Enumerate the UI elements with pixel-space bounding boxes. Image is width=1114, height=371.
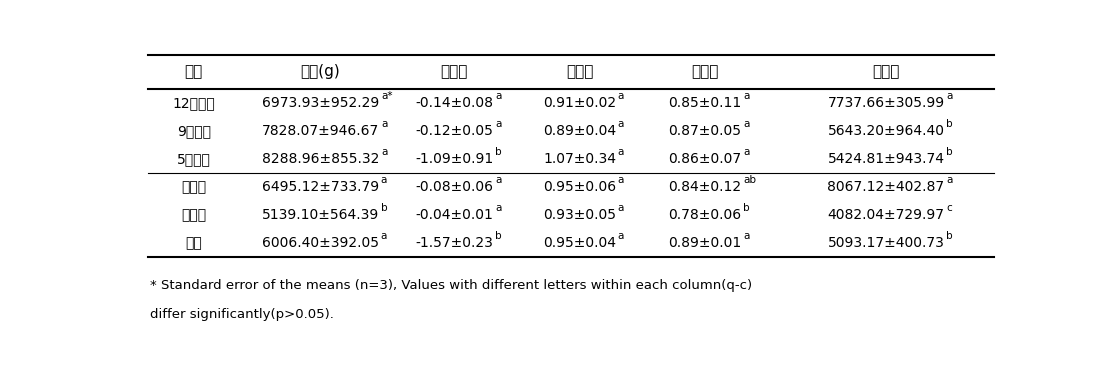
Text: 12분도미: 12분도미	[173, 96, 215, 110]
Text: 탄력성: 탄력성	[566, 64, 594, 79]
Text: a: a	[618, 203, 624, 213]
Text: -0.08±0.06: -0.08±0.06	[416, 180, 494, 194]
Text: -1.57±0.23: -1.57±0.23	[416, 236, 494, 250]
Text: 0.89±0.04: 0.89±0.04	[543, 124, 616, 138]
Text: -0.12±0.05: -0.12±0.05	[416, 124, 494, 138]
Text: 0.87±0.05: 0.87±0.05	[668, 124, 741, 138]
Text: differ significantly(p>0.05).: differ significantly(p>0.05).	[149, 308, 333, 321]
Text: b: b	[495, 231, 501, 241]
Text: 0.85±0.11: 0.85±0.11	[668, 96, 742, 110]
Text: a: a	[381, 119, 388, 129]
Text: 0.95±0.06: 0.95±0.06	[543, 180, 616, 194]
Text: a: a	[946, 91, 952, 101]
Text: 시료: 시료	[185, 64, 203, 79]
Text: -0.04±0.01: -0.04±0.01	[416, 208, 494, 222]
Text: ab: ab	[743, 175, 756, 185]
Text: b: b	[496, 147, 501, 157]
Text: b: b	[946, 147, 952, 157]
Text: 고아미: 고아미	[182, 180, 206, 194]
Text: a: a	[743, 119, 750, 129]
Text: a: a	[495, 203, 501, 213]
Text: -0.14±0.08: -0.14±0.08	[416, 96, 494, 110]
Text: 7828.07±946.67: 7828.07±946.67	[262, 124, 379, 138]
Text: 장립종: 장립종	[182, 208, 206, 222]
Text: a: a	[381, 231, 388, 241]
Text: c: c	[946, 203, 952, 213]
Text: 6495.12±733.79: 6495.12±733.79	[262, 180, 379, 194]
Text: 0.78±0.06: 0.78±0.06	[668, 208, 741, 222]
Text: 찹쌀: 찹쌀	[185, 236, 202, 250]
Text: 7737.66±305.99: 7737.66±305.99	[828, 96, 945, 110]
Text: a: a	[618, 119, 624, 129]
Text: 경도(g): 경도(g)	[301, 64, 341, 79]
Text: a: a	[618, 147, 624, 157]
Text: a*: a*	[381, 91, 392, 101]
Text: 1.07±0.34: 1.07±0.34	[543, 152, 616, 166]
Text: * Standard error of the means (n=3), Values with different letters within each c: * Standard error of the means (n=3), Val…	[149, 279, 752, 292]
Text: 8288.96±855.32: 8288.96±855.32	[262, 152, 379, 166]
Text: 6973.93±952.29: 6973.93±952.29	[262, 96, 379, 110]
Text: 0.84±0.12: 0.84±0.12	[668, 180, 741, 194]
Text: a: a	[743, 147, 750, 157]
Text: 0.95±0.04: 0.95±0.04	[543, 236, 616, 250]
Text: a: a	[495, 119, 501, 129]
Text: b: b	[946, 119, 952, 129]
Text: 9분도미: 9분도미	[177, 124, 211, 138]
Text: 6006.40±392.05: 6006.40±392.05	[262, 236, 379, 250]
Text: 응집성: 응집성	[691, 64, 719, 79]
Text: 씹힘성: 씹힘성	[872, 64, 900, 79]
Text: 8067.12±402.87: 8067.12±402.87	[828, 180, 945, 194]
Text: a: a	[743, 231, 750, 241]
Text: 5424.81±943.74: 5424.81±943.74	[828, 152, 945, 166]
Text: 0.93±0.05: 0.93±0.05	[543, 208, 616, 222]
Text: a: a	[946, 175, 952, 185]
Text: a: a	[495, 175, 501, 185]
Text: a: a	[618, 175, 624, 185]
Text: 4082.04±729.97: 4082.04±729.97	[828, 208, 945, 222]
Text: 0.91±0.02: 0.91±0.02	[543, 96, 616, 110]
Text: 부착성: 부착성	[441, 64, 468, 79]
Text: b: b	[381, 203, 388, 213]
Text: a: a	[381, 147, 388, 157]
Text: a: a	[495, 91, 501, 101]
Text: 5139.10±564.39: 5139.10±564.39	[262, 208, 379, 222]
Text: 0.86±0.07: 0.86±0.07	[668, 152, 741, 166]
Text: a: a	[618, 91, 624, 101]
Text: a: a	[381, 175, 388, 185]
Text: a: a	[618, 231, 624, 241]
Text: -1.09±0.91: -1.09±0.91	[416, 152, 494, 166]
Text: b: b	[946, 231, 952, 241]
Text: 5643.20±964.40: 5643.20±964.40	[828, 124, 945, 138]
Text: b: b	[743, 203, 750, 213]
Text: a: a	[743, 91, 750, 101]
Text: 0.89±0.01: 0.89±0.01	[668, 236, 742, 250]
Text: 5093.17±400.73: 5093.17±400.73	[828, 236, 945, 250]
Text: 5분도미: 5분도미	[177, 152, 211, 166]
